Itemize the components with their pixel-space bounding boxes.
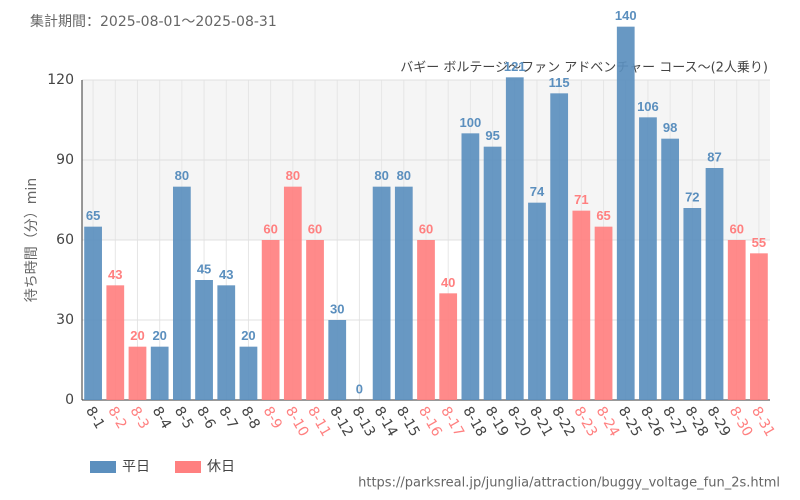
bar bbox=[84, 226, 102, 400]
bar bbox=[394, 186, 413, 400]
bar bbox=[195, 280, 213, 400]
data-label: 80 bbox=[397, 168, 411, 183]
bar bbox=[283, 186, 302, 400]
data-label: 60 bbox=[263, 221, 277, 236]
chart-title: 集計期間：2025-08-01～2025-08-31 bbox=[30, 13, 277, 30]
bar bbox=[661, 138, 680, 400]
data-label: 100 bbox=[460, 115, 482, 130]
data-label: 106 bbox=[637, 99, 659, 114]
legend-swatch bbox=[90, 461, 116, 473]
bar bbox=[172, 186, 191, 400]
legend-label: 休日 bbox=[207, 459, 235, 475]
bar bbox=[483, 146, 502, 400]
bar bbox=[239, 346, 258, 400]
data-label: 71 bbox=[574, 192, 588, 207]
data-label: 20 bbox=[130, 328, 144, 343]
bar bbox=[328, 320, 347, 400]
bar bbox=[372, 186, 391, 400]
data-label: 140 bbox=[615, 8, 637, 23]
data-label: 43 bbox=[108, 267, 122, 282]
data-label: 20 bbox=[152, 328, 166, 343]
data-label: 87 bbox=[707, 149, 721, 164]
bar bbox=[217, 285, 236, 400]
data-label: 60 bbox=[419, 221, 433, 236]
data-label: 43 bbox=[219, 267, 233, 282]
bar bbox=[128, 346, 147, 400]
data-label: 60 bbox=[729, 221, 743, 236]
bar bbox=[439, 293, 458, 400]
y-tick-label: 120 bbox=[47, 72, 74, 88]
bar bbox=[528, 202, 546, 400]
data-label: 74 bbox=[530, 184, 545, 199]
bar bbox=[683, 208, 702, 400]
data-label: 80 bbox=[175, 168, 189, 183]
data-label: 65 bbox=[596, 208, 610, 223]
bar bbox=[705, 168, 724, 400]
bar bbox=[616, 26, 635, 401]
data-label: 60 bbox=[308, 221, 322, 236]
chart-subtitle: バギー ボルテージ～ファン アドベンチャー コース～(2人乗り) bbox=[400, 61, 768, 76]
bar bbox=[261, 240, 280, 400]
bar bbox=[106, 285, 125, 400]
data-label: 98 bbox=[663, 120, 677, 135]
bar bbox=[727, 240, 746, 400]
data-label: 20 bbox=[241, 328, 255, 343]
data-label: 80 bbox=[286, 168, 300, 183]
data-label: 72 bbox=[685, 189, 699, 204]
y-axis-label: 待ち時間（分）min bbox=[24, 178, 40, 302]
data-label: 80 bbox=[374, 168, 388, 183]
bar bbox=[150, 346, 169, 400]
bar bbox=[505, 77, 524, 400]
bar bbox=[306, 240, 324, 400]
data-label: 95 bbox=[485, 128, 499, 143]
data-label: 115 bbox=[549, 75, 570, 90]
y-tick-label: 60 bbox=[56, 232, 74, 248]
bar bbox=[639, 117, 657, 400]
data-label: 30 bbox=[330, 301, 344, 316]
bar bbox=[417, 240, 435, 400]
bar bbox=[750, 253, 768, 400]
y-tick-label: 0 bbox=[65, 392, 74, 408]
bar bbox=[550, 93, 569, 400]
data-label: 65 bbox=[86, 208, 100, 223]
bar bbox=[572, 210, 591, 400]
bar bbox=[594, 226, 613, 400]
source: https://parksreal.jp/junglia/attraction/… bbox=[358, 476, 780, 491]
legend-swatch bbox=[175, 461, 201, 473]
data-label: 45 bbox=[197, 261, 211, 276]
legend-label: 平日 bbox=[122, 459, 150, 475]
y-tick-label: 30 bbox=[56, 312, 74, 328]
data-label: 121 bbox=[504, 59, 526, 74]
y-tick-label: 90 bbox=[56, 152, 74, 168]
data-label: 55 bbox=[752, 235, 766, 250]
data-label: 0 bbox=[356, 381, 363, 396]
data-label: 40 bbox=[441, 275, 455, 290]
bar bbox=[461, 133, 480, 401]
